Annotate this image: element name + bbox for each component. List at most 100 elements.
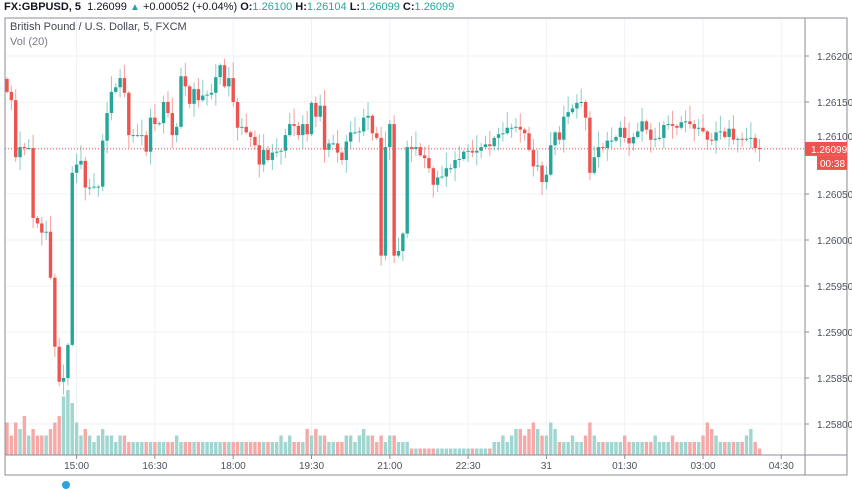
volume-bar <box>96 435 101 455</box>
volume-bar <box>388 435 392 455</box>
candle-body <box>48 231 53 278</box>
volume-bar <box>344 435 348 455</box>
candle-body <box>666 124 670 126</box>
last-price: 1.26099 <box>87 1 127 13</box>
volume-bar <box>527 429 531 455</box>
candle-body <box>409 147 414 149</box>
candle-body <box>527 133 531 150</box>
candle-body <box>696 127 701 129</box>
volume-bar <box>566 442 570 455</box>
candle-body <box>231 78 235 102</box>
candle-body <box>275 151 279 153</box>
candle-body <box>470 150 475 153</box>
volume-bar <box>131 442 135 455</box>
candle-body <box>383 147 388 256</box>
time-tick-label: 04:30 <box>769 461 794 472</box>
volume-bar <box>196 442 201 455</box>
volume-bar <box>105 435 109 455</box>
time-tick-label: 01:30 <box>612 461 637 472</box>
volume-bar <box>557 442 562 455</box>
volume-bar <box>118 435 122 455</box>
volume-bar <box>248 442 253 455</box>
candle-body <box>183 76 188 87</box>
volume-bar <box>31 429 35 455</box>
candle-body <box>148 117 153 152</box>
candle-body <box>322 105 327 150</box>
time-tick-label: 18:00 <box>221 461 246 472</box>
candle-body <box>679 122 683 128</box>
volume-bar <box>348 435 353 455</box>
time-tick-label: 03:00 <box>690 461 715 472</box>
candle-body <box>292 124 296 126</box>
volume-bar <box>640 442 644 455</box>
candle-body <box>109 91 114 114</box>
volume-bar <box>505 442 509 455</box>
volume-bar <box>22 416 27 455</box>
candle-body <box>22 147 27 149</box>
volume-bar <box>375 442 379 455</box>
volume-bar <box>214 442 218 455</box>
tradingview-logo-icon[interactable] <box>62 481 70 489</box>
candle-body <box>92 186 96 188</box>
candle-body <box>140 135 144 137</box>
volume-label[interactable]: Vol (20) <box>10 36 48 48</box>
candle-body <box>405 147 409 234</box>
price-tick-label: 1.26100 <box>817 132 852 143</box>
candle-body <box>731 128 736 140</box>
candle-body <box>435 177 440 185</box>
volume-bar <box>335 442 340 455</box>
candle-body <box>118 78 122 88</box>
volume-bar <box>366 435 370 455</box>
candle-body <box>488 144 492 147</box>
volume-bar <box>623 435 627 455</box>
candle-body <box>357 131 362 133</box>
volume-bar <box>327 442 331 455</box>
candle-body <box>536 165 540 167</box>
candle-body <box>570 108 575 113</box>
volume-bar <box>401 442 405 455</box>
volume-bar <box>666 442 670 455</box>
volume-bar <box>727 442 731 455</box>
candle-body <box>309 102 314 135</box>
volume-bar <box>509 435 514 455</box>
volume-bar <box>492 442 496 455</box>
volume-bar <box>501 435 505 455</box>
candle-body <box>192 89 196 104</box>
volume-bar <box>435 448 440 455</box>
volume-bar <box>440 448 444 455</box>
volume-bar <box>723 442 727 455</box>
volume-bar <box>305 429 309 455</box>
volume-bar <box>270 442 275 455</box>
volume-bar <box>296 442 301 455</box>
candle-body <box>153 117 157 125</box>
volume-bar <box>396 442 401 455</box>
candle-body <box>57 346 61 382</box>
symbol-header: FX:GBPUSD, 5 1.26099 ▲ +0.00052 (+0.04%)… <box>4 1 454 13</box>
volume-bar <box>518 429 522 455</box>
candle-body <box>444 168 449 177</box>
volume-bar <box>127 442 131 455</box>
candle-body <box>644 121 649 130</box>
volume-bar <box>657 442 662 455</box>
candle-body <box>505 127 509 134</box>
candle-body <box>549 145 553 175</box>
candle-body <box>166 102 170 114</box>
volume-bar <box>57 416 61 455</box>
candle-body <box>457 159 462 161</box>
candle-body <box>127 92 131 136</box>
volume-bar <box>462 448 466 455</box>
candle-body <box>640 121 644 132</box>
volume-bar <box>201 442 205 455</box>
candle-body <box>388 124 392 148</box>
volume-bar <box>40 435 44 455</box>
volume-bar <box>170 442 174 455</box>
open-value: 1.26100 <box>252 1 293 13</box>
volume-bar <box>153 442 157 455</box>
candle-body <box>631 136 636 144</box>
candle-body <box>418 147 422 156</box>
volume-bar <box>736 442 740 455</box>
candle-body <box>422 155 427 159</box>
candle-body <box>318 105 322 117</box>
candle-body <box>27 148 31 149</box>
